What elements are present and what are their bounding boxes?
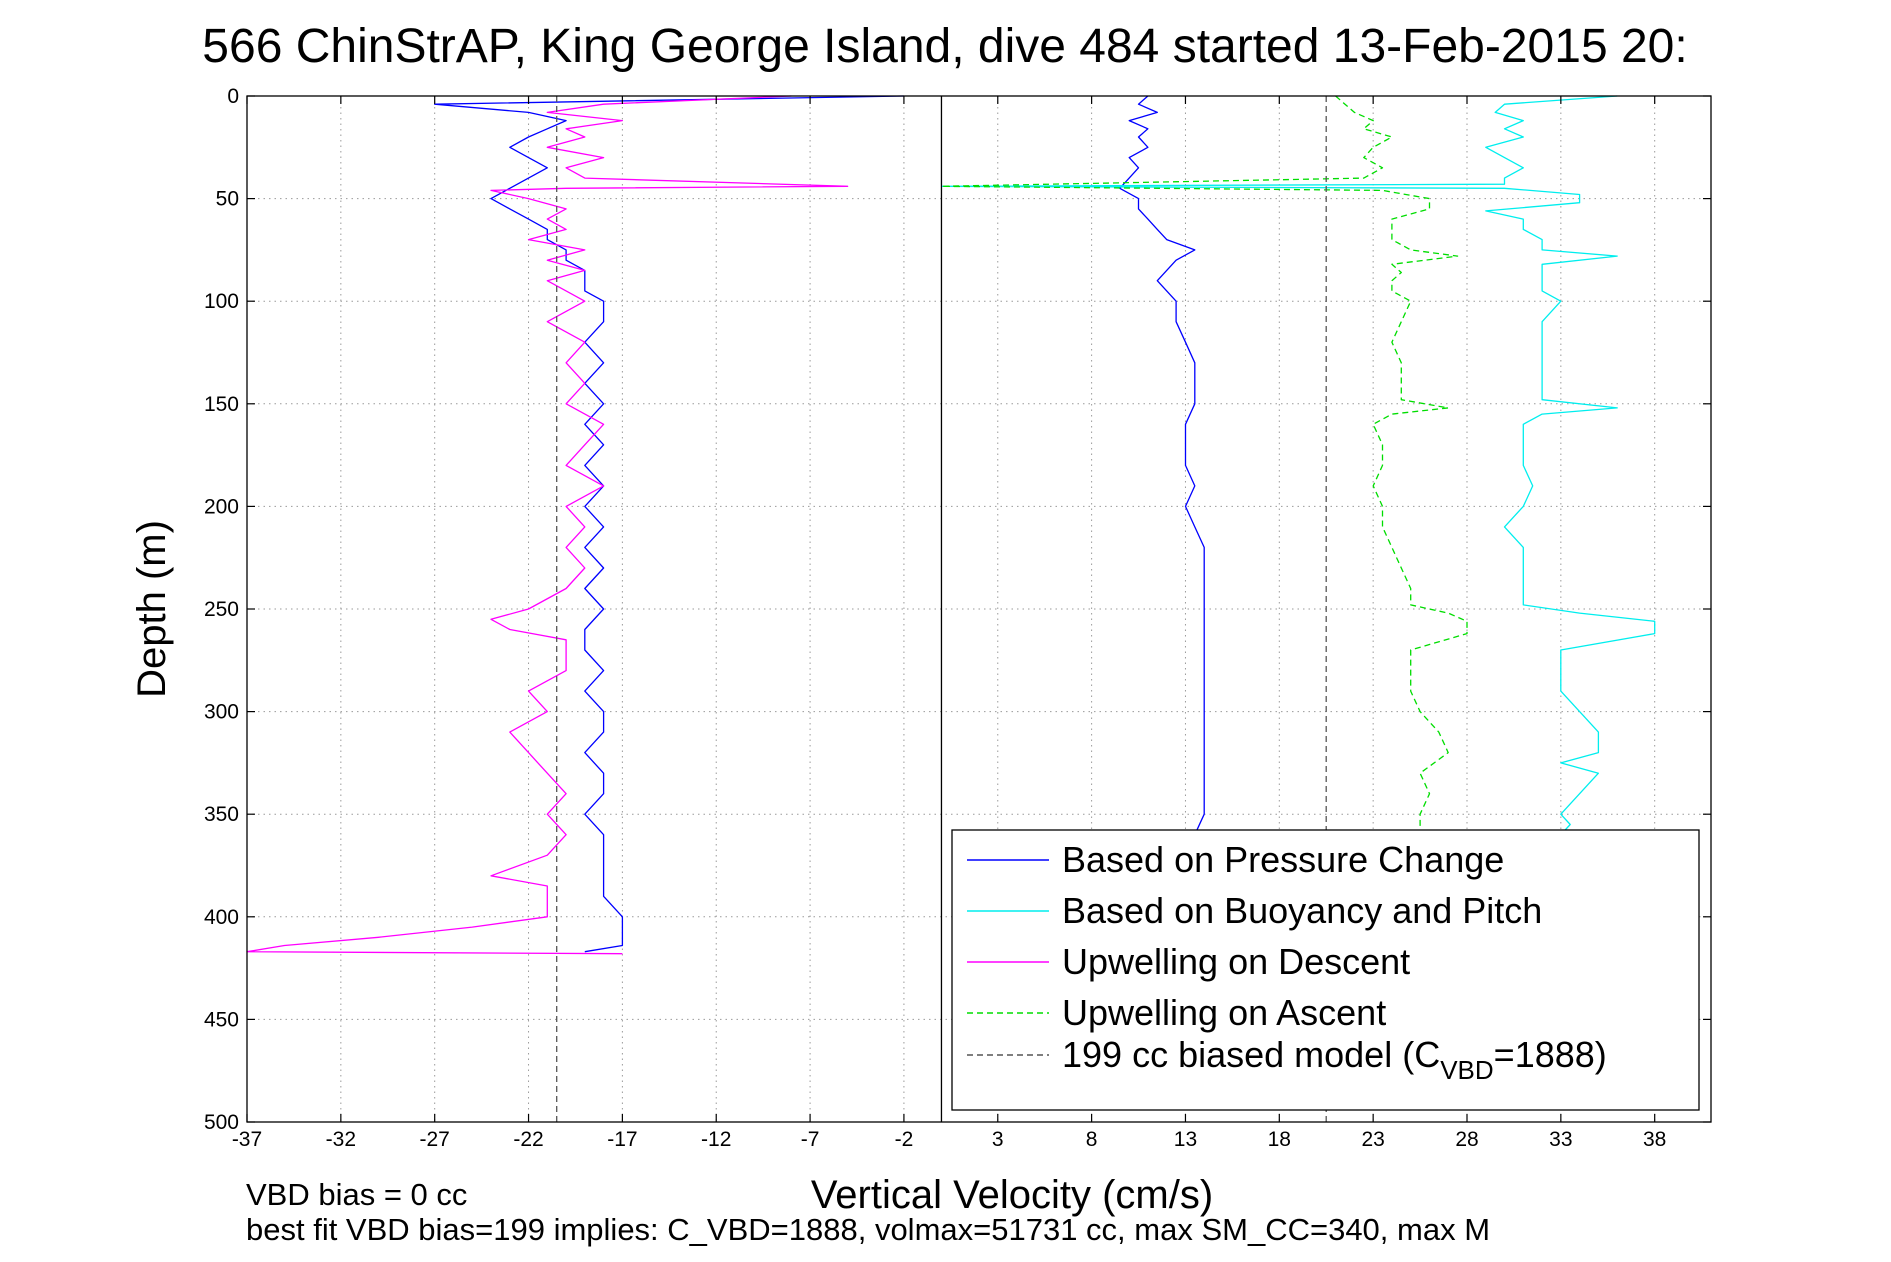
y-tick-label: 0 — [227, 85, 239, 108]
y-tick-label: 150 — [204, 393, 239, 416]
y-tick-label: 100 — [204, 290, 239, 313]
series-line-based-on-buoyancy-and-pitch — [940, 95, 1656, 836]
x-tick-label: -32 — [326, 1128, 356, 1151]
legend-label-199-cc-biased-model-c: 199 cc biased model (CVBD=1888) — [1062, 1034, 1607, 1085]
legend-label-upwelling-on-descent: Upwelling on Descent — [1062, 941, 1410, 982]
annotation-vbd-bias: VBD bias = 0 cc — [246, 1177, 467, 1212]
y-tick-label: 400 — [204, 906, 239, 929]
legend-box — [951, 829, 1700, 1111]
y-tick-label: 300 — [204, 701, 239, 724]
y-tick-label: 250 — [204, 598, 239, 621]
x-tick-label: -17 — [607, 1128, 637, 1151]
y-tick-label: 500 — [204, 1111, 239, 1134]
x-tick-label: 38 — [1643, 1128, 1666, 1151]
x-tick-label: -2 — [895, 1128, 914, 1151]
x-tick-label: 28 — [1455, 1128, 1478, 1151]
series-line-upwelling-on-descent — [246, 95, 849, 955]
x-tick-label: -27 — [420, 1128, 450, 1151]
x-tick-label: -7 — [801, 1128, 820, 1151]
legend-label-based-on-buoyancy-and-pitch: Based on Buoyancy and Pitch — [1062, 890, 1542, 931]
x-tick-label: -22 — [513, 1128, 543, 1151]
x-tick-label: 33 — [1549, 1128, 1572, 1151]
x-tick-label: 13 — [1174, 1128, 1197, 1151]
y-tick-label: 200 — [204, 495, 239, 518]
y-axis-title: Depth (m) — [130, 520, 174, 698]
x-tick-label: 23 — [1361, 1128, 1384, 1151]
legend-label-upwelling-on-ascent: Upwelling on Ascent — [1062, 992, 1386, 1033]
x-tick-label: -37 — [232, 1128, 262, 1151]
axis-ticks: -37 -32 -27 -22 -17 -12 -7 -2 3 8 13 18 23 28 33 380501… — [204, 85, 1711, 1151]
x-tick-label: -12 — [701, 1128, 731, 1151]
y-tick-label: 350 — [204, 803, 239, 826]
x-tick-label: 3 — [992, 1128, 1004, 1151]
x-axis-title: Vertical Velocity (cm/s) — [811, 1173, 1213, 1217]
chart-title: 566 ChinStrAP, King George Island, dive … — [202, 20, 1687, 73]
x-tick-label: 8 — [1086, 1128, 1098, 1151]
y-tick-label: 50 — [216, 188, 239, 211]
x-tick-label: 18 — [1268, 1128, 1291, 1151]
legend: Based on Pressure Change Based on Buoyanc… — [951, 829, 1700, 1111]
series-line-upwelling-on-ascent — [940, 95, 1468, 835]
series-line-based-on-pressure-change — [1119, 95, 1205, 835]
y-tick-label: 450 — [204, 1008, 239, 1031]
annotation-best-fit: best fit VBD bias=199 implies: C_VBD=188… — [246, 1212, 1490, 1247]
series-line-based-on-pressure-change — [434, 95, 904, 953]
legend-label-based-on-pressure-change: Based on Pressure Change — [1062, 839, 1504, 880]
